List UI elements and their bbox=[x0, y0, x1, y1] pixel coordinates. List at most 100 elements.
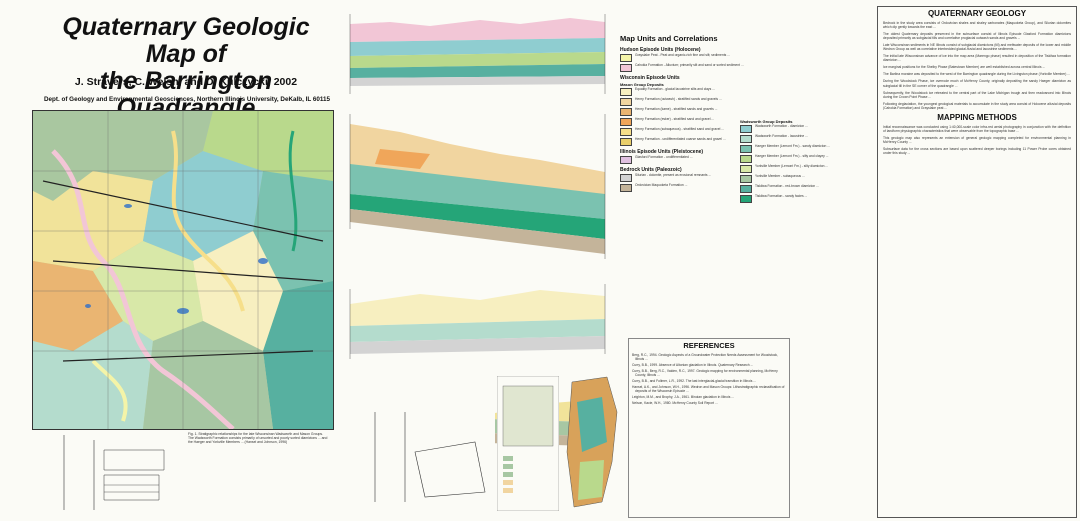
regional-inset-graphic bbox=[496, 375, 560, 512]
cross-section-b bbox=[350, 124, 605, 254]
page-title: Quaternary Geologic Map of the Barringto… bbox=[36, 14, 336, 122]
map-units-legend: Map Units and Correlations Hudson Episod… bbox=[620, 34, 860, 334]
figure-caption: Fig. 1. Stratigraphic relationships for … bbox=[188, 432, 328, 445]
title-line-1: Quaternary Geologic Map of bbox=[62, 13, 310, 68]
reference-entry: Berg, R.C., 1994. Geologic Aspects of a … bbox=[632, 353, 778, 361]
reference-entry: Leighton, M.M., and Brophy, J.A., 1961. … bbox=[632, 395, 735, 399]
unit-description: Henry Formation (outwash) - stratified s… bbox=[635, 97, 722, 101]
unit-description: Henry Formation (subaqueous) - stratifie… bbox=[635, 127, 725, 131]
wadsworth-unit: Haeger Member (Lemont Fm.) - silty and c… bbox=[740, 154, 858, 163]
text-paragraph: During the Woodstock Phase, ice overrode… bbox=[883, 79, 1071, 88]
unit-swatch bbox=[740, 145, 752, 153]
reference-entry: Nelson, Kacie, W.H., 1980. McHenry Count… bbox=[632, 401, 718, 405]
unit-description: Cahokia Formation - Alluvium; primarily … bbox=[635, 63, 744, 67]
references-list: Berg, R.C., 1994. Geologic Aspects of a … bbox=[629, 353, 789, 405]
text-paragraph: Bedrock in the study area consists of Or… bbox=[883, 21, 1071, 30]
reference-entry: Curry, B.B., and Follmer, L.R., 1992. Th… bbox=[632, 379, 757, 383]
unit-description: Wadsworth Formation - lacustrine ... bbox=[755, 134, 808, 138]
regional-inset-map bbox=[496, 375, 560, 512]
bedrock-heading: Bedrock Units (Paleozoic) bbox=[620, 167, 682, 173]
mason-unit: Henry Formation (esker) - stratified san… bbox=[620, 117, 735, 126]
unit-swatch bbox=[620, 108, 632, 116]
references-heading: REFERENCES bbox=[683, 341, 735, 350]
county-inset-map bbox=[562, 372, 622, 512]
unit-swatch bbox=[620, 64, 632, 72]
unit-swatch bbox=[740, 195, 752, 203]
unit-swatch bbox=[620, 88, 632, 96]
mason-heading: Mason Group Deposits bbox=[620, 82, 664, 87]
illinois-unit: Glasford Formation - undifferentiated ..… bbox=[620, 155, 735, 164]
mason-units: Equality Formation - glacial lacustrine … bbox=[620, 87, 735, 146]
authors: J. Stravers, C. Welsh, and D. Kulczycki,… bbox=[74, 76, 298, 88]
mason-unit: Henry Formation (outwash) - stratified s… bbox=[620, 97, 735, 106]
cross-section-a bbox=[350, 18, 605, 86]
wadsworth-unit: Wadsworth Formation - lacustrine ... bbox=[740, 134, 858, 143]
holocene-unit: Cahokia Formation - Alluvium; primarily … bbox=[620, 63, 860, 72]
unit-swatch bbox=[740, 175, 752, 183]
unit-description: Haeger Member (Lemont Fm.) - sandy diami… bbox=[755, 144, 830, 148]
wadsworth-column: Wadsworth Group Deposits Wadsworth Forma… bbox=[740, 118, 858, 205]
text-paragraph: Late Wisconsinan sediments in NE Illinoi… bbox=[883, 43, 1071, 52]
holocene-heading: Hudson Episode Units (Holocene) bbox=[620, 47, 701, 53]
unit-swatch bbox=[620, 156, 632, 164]
unit-swatch bbox=[620, 138, 632, 146]
unit-description: Ordovician Maquoketa Formation ... bbox=[635, 183, 688, 187]
reference-entry: Curry, B.B., Berg, R.C., Vaiden, R.C., 1… bbox=[632, 369, 778, 377]
unit-description: Silurian - dolomite, present as erosiona… bbox=[635, 173, 712, 177]
unit-swatch bbox=[740, 165, 752, 173]
text-paragraph: The initial late Wisconsinan advance of … bbox=[883, 54, 1071, 63]
wadsworth-units: Wadsworth Formation - diamicton ... Wadsw… bbox=[740, 124, 858, 203]
text-paragraph: Initial reconnaissance was conducted usi… bbox=[883, 124, 1071, 133]
references-box: REFERENCES Berg, R.C., 1994. Geologic As… bbox=[628, 338, 790, 518]
illinois-heading: Illinois Episode Units (Pleistocene) bbox=[620, 149, 704, 155]
wadsworth-unit: Tiskilwa Formation - sandy facies ... bbox=[740, 194, 858, 203]
unit-swatch bbox=[620, 128, 632, 136]
title-line-2: the Barrington Quadrangle bbox=[99, 67, 273, 122]
illinois-units: Glasford Formation - undifferentiated ..… bbox=[620, 155, 735, 164]
unit-description: Haeger Member (Lemont Fm.) - silty and c… bbox=[755, 154, 829, 158]
holocene-unit: Grayslake Peat - Peat and organic-rich f… bbox=[620, 53, 860, 62]
unit-description: Henry Formation (esker) - stratified san… bbox=[635, 117, 715, 121]
bedrock-unit: Silurian - dolomite, present as erosiona… bbox=[620, 173, 735, 182]
location-figure bbox=[355, 372, 495, 512]
quaternary-geology-text: QUATERNARY GEOLOGY Bedrock in the study … bbox=[877, 6, 1077, 518]
wadsworth-heading: Wadsworth Group Deposits bbox=[740, 119, 793, 124]
geologic-map-graphic bbox=[33, 111, 333, 429]
text-paragraph: Following deglaciation, the youngest geo… bbox=[883, 101, 1071, 110]
cross-section-c bbox=[350, 290, 605, 354]
unit-swatch bbox=[620, 98, 632, 106]
unit-description: Yorkville Member (Lemont Fm.) - silty di… bbox=[755, 164, 829, 168]
wisconsin-heading: Wisconsin Episode Units bbox=[620, 75, 680, 81]
unit-description: Henry Formation - undifferentiated coars… bbox=[635, 137, 726, 141]
geology-heading: QUATERNARY GEOLOGY bbox=[927, 9, 1027, 18]
unit-swatch bbox=[740, 135, 752, 143]
bedrock-unit: Ordovician Maquoketa Formation ... bbox=[620, 183, 735, 192]
mason-unit: Henry Formation - undifferentiated coars… bbox=[620, 137, 735, 146]
wadsworth-unit: Yorkville Member - subaqueous ... bbox=[740, 174, 858, 183]
mason-unit: Henry Formation (kame) - stratified sand… bbox=[620, 107, 735, 116]
text-paragraph: The oldest Quaternary deposits preserved… bbox=[883, 32, 1071, 41]
text-paragraph: Subsequently, the Woodstock ice retreate… bbox=[883, 90, 1071, 99]
unit-swatch bbox=[740, 155, 752, 163]
location-figure-graphic bbox=[355, 372, 495, 512]
wadsworth-unit: Wadsworth Formation - diamicton ... bbox=[740, 124, 858, 133]
department: Dept. of Geology and Environmental Geosc… bbox=[43, 96, 330, 103]
mason-unit: Equality Formation - glacial lacustrine … bbox=[620, 87, 735, 96]
wadsworth-unit: Yorkville Member (Lemont Fm.) - silty di… bbox=[740, 164, 858, 173]
methods-paragraphs: Initial reconnaissance was conducted usi… bbox=[878, 125, 1076, 155]
reference-entry: Hansel, A.K., and Johnson, W.H., 1996. W… bbox=[632, 385, 785, 393]
wadsworth-unit: Tiskilwa Formation - red-brown diamicton… bbox=[740, 184, 858, 193]
county-inset-graphic bbox=[566, 376, 618, 508]
unit-description: Tiskilwa Formation - red-brown diamicton… bbox=[755, 184, 819, 188]
text-paragraph: Ice marginal positions for the Shelby Ph… bbox=[883, 65, 1046, 70]
text-paragraph: The Barlina moraine was deposited to the… bbox=[883, 72, 1071, 77]
text-paragraph: Subsurface data for the cross sections a… bbox=[883, 146, 1071, 155]
unit-description: Tiskilwa Formation - sandy facies ... bbox=[755, 194, 808, 198]
unit-swatch bbox=[620, 184, 632, 192]
wadsworth-unit: Haeger Member (Lemont Fm.) - sandy diami… bbox=[740, 144, 858, 153]
geologic-map bbox=[32, 110, 334, 430]
mason-unit: Henry Formation (subaqueous) - stratifie… bbox=[620, 127, 735, 136]
reference-entry: Curry, B.B., 1999. Absence of Altonian g… bbox=[632, 363, 754, 367]
methods-heading: MAPPING METHODS bbox=[937, 112, 1017, 122]
unit-description: Henry Formation (kame) - stratified sand… bbox=[635, 107, 718, 111]
